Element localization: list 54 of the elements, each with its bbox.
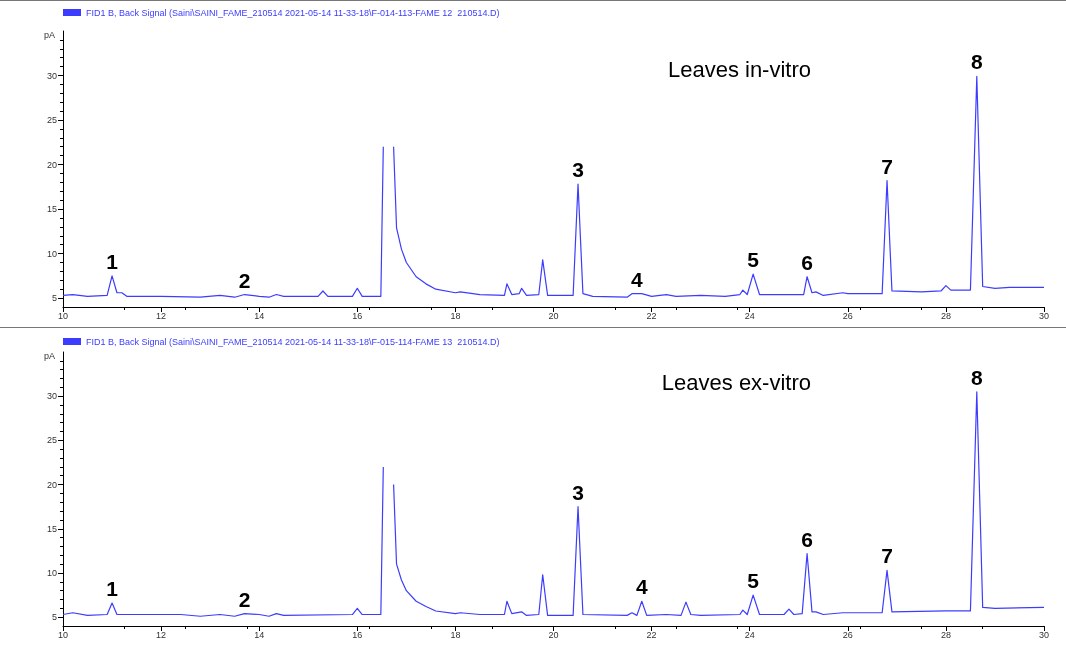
y-tick-label: 20 bbox=[46, 159, 57, 170]
annotation: 6 bbox=[801, 527, 813, 551]
annotation: 1 bbox=[106, 249, 119, 273]
y-tick-label: 25 bbox=[46, 115, 57, 126]
x-tick-label: 14 bbox=[254, 310, 265, 321]
annotation: 4 bbox=[631, 267, 644, 291]
x-tick-label: 28 bbox=[940, 629, 951, 640]
x-tick-label: 22 bbox=[646, 629, 657, 640]
x-tick-label: 16 bbox=[352, 310, 363, 321]
x-tick-label: 20 bbox=[548, 310, 559, 321]
x-tick-label: 20 bbox=[548, 629, 559, 640]
annotation: 5 bbox=[747, 569, 760, 593]
annotation: 3 bbox=[572, 480, 584, 504]
y-tick-label: 10 bbox=[46, 248, 57, 259]
y-tick-label: 5 bbox=[51, 612, 57, 623]
x-tick-label: 22 bbox=[646, 310, 657, 321]
x-tick-label: 24 bbox=[744, 629, 755, 640]
x-tick-label: 16 bbox=[352, 629, 363, 640]
x-tick-label: 18 bbox=[450, 310, 461, 321]
annotation: 8 bbox=[970, 365, 983, 389]
y-axis-title: pA bbox=[43, 350, 55, 361]
x-tick-label: 26 bbox=[842, 629, 853, 640]
x-tick-label: 28 bbox=[940, 310, 951, 321]
y-tick-label: 15 bbox=[46, 523, 57, 534]
y-tick-label: 5 bbox=[51, 293, 57, 304]
text: Leaves in-vitro bbox=[667, 56, 812, 82]
annotation: 2 bbox=[238, 268, 251, 292]
x-tick-label: 14 bbox=[254, 629, 265, 640]
y-tick-label: 20 bbox=[46, 479, 57, 490]
y-axis-title: pA bbox=[43, 29, 55, 40]
text: Leaves ex-vitro bbox=[661, 369, 812, 395]
annotation: 7 bbox=[881, 154, 893, 178]
y-tick-label: 30 bbox=[46, 70, 57, 81]
y-tick-label: 15 bbox=[46, 204, 57, 215]
x-tick-label: 30 bbox=[1038, 629, 1050, 640]
x-tick-label: 12 bbox=[156, 629, 167, 640]
x-tick-label: 12 bbox=[156, 310, 167, 321]
y-tick-label: 10 bbox=[46, 567, 57, 578]
annotation: 6 bbox=[801, 250, 813, 274]
x-tick-label: 30 bbox=[1038, 310, 1050, 321]
annotation: 1 bbox=[106, 577, 119, 601]
x-tick-label: 24 bbox=[744, 310, 755, 321]
annotation: 5 bbox=[747, 248, 760, 272]
annotation: 3 bbox=[572, 158, 584, 182]
legend-label: FID1 B, Back Signal (Saini\SAINI_FAME_210514 2021-05-14 11-33-18\F-014-113-FAME 12 210514.D) bbox=[86, 7, 500, 18]
annotation: 8 bbox=[970, 50, 983, 74]
y-tick-label: 30 bbox=[46, 391, 57, 402]
x-tick-label: 26 bbox=[842, 310, 853, 321]
legend-label: FID1 B, Back Signal (Saini\SAINI_FAME_210514 2021-05-14 11-33-18\F-015-114-FAME 13 210514.D) bbox=[86, 336, 500, 347]
annotation: 2 bbox=[238, 587, 251, 611]
y-tick-label: 25 bbox=[46, 435, 57, 446]
annotation: 7 bbox=[881, 544, 893, 568]
annotation: 4 bbox=[635, 575, 648, 599]
x-tick-label: 18 bbox=[450, 629, 461, 640]
